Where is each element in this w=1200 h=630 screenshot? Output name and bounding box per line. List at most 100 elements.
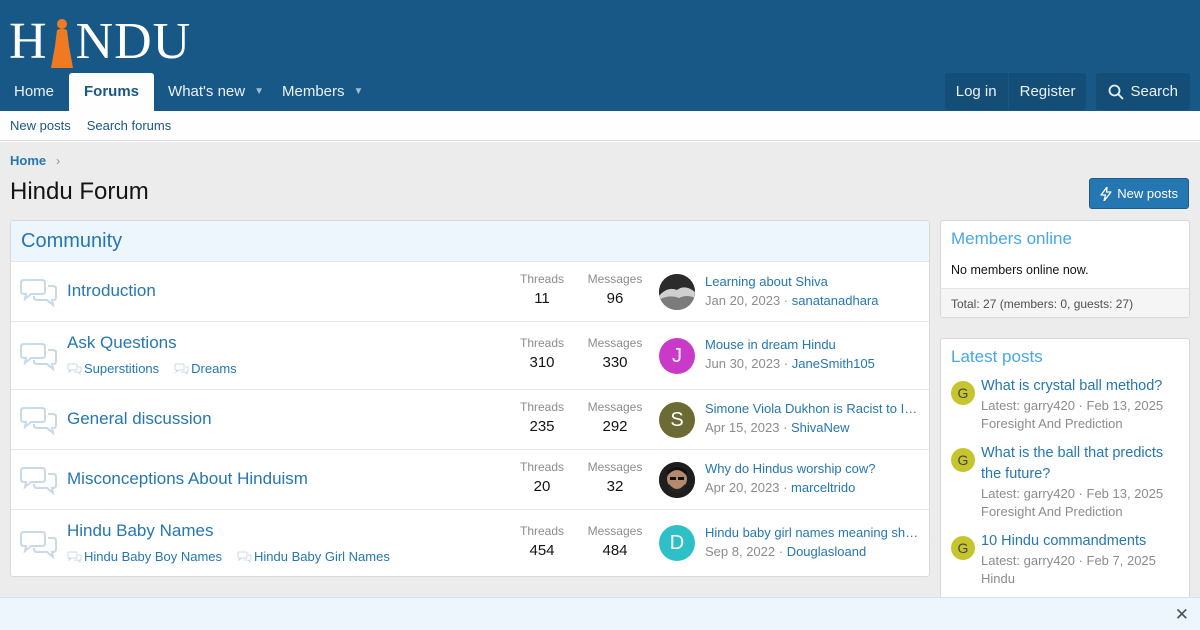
- last-post-user[interactable]: marceltrido: [791, 480, 856, 495]
- messages-count: 484: [602, 542, 628, 559]
- avatar[interactable]: G: [951, 381, 975, 405]
- messages-label: Messages: [587, 524, 643, 538]
- last-post-user[interactable]: JaneSmith105: [791, 356, 875, 371]
- new-posts-link[interactable]: New posts: [10, 118, 71, 133]
- threads-count: 235: [529, 418, 555, 435]
- forum-chat-icon: [20, 279, 57, 307]
- tab-whats-new-label: What's new: [168, 83, 246, 100]
- messages-stat: Messages 292: [580, 400, 650, 435]
- messages-label: Messages: [587, 272, 643, 286]
- search-forums-link[interactable]: Search forums: [86, 118, 172, 133]
- avatar[interactable]: [659, 274, 695, 310]
- last-post-user[interactable]: Douglasloand: [786, 544, 867, 559]
- latest-post-title[interactable]: What is crystal ball method?: [981, 378, 1163, 394]
- forum-title-introduction[interactable]: Introduction: [67, 281, 156, 300]
- last-post-title[interactable]: Simone Viola Dukhon is Racist to In...: [705, 401, 921, 416]
- last-post-title[interactable]: Mouse in dream Hindu: [705, 337, 836, 352]
- tab-home[interactable]: Home: [0, 73, 68, 111]
- last-post-user[interactable]: sanatanadhara: [791, 293, 879, 308]
- threads-label: Threads: [519, 400, 565, 414]
- messages-label: Messages: [587, 400, 643, 414]
- subforum-chat-icon: [174, 363, 189, 375]
- logo-letters-ndu: NDU: [75, 13, 192, 70]
- latest-post-forum[interactable]: Hindu: [981, 571, 1015, 586]
- latest-posts-title[interactable]: Latest posts: [951, 347, 1043, 366]
- members-online-total: Total: 27 (members: 0, guests: 27): [941, 288, 1189, 317]
- avatar[interactable]: [659, 462, 695, 498]
- subforum-baby-girl-names[interactable]: Hindu Baby Girl Names: [237, 549, 390, 564]
- threads-stat: Threads 454: [507, 524, 577, 559]
- community-block: Community Introduction Threads 11 Message…: [10, 220, 930, 577]
- threads-count: 20: [533, 478, 551, 495]
- chevron-down-icon[interactable]: ▼: [254, 86, 264, 97]
- chevron-down-icon[interactable]: ▼: [353, 86, 364, 97]
- last-post: Mouse in dream Hindu Jun 30, 2023 · Jane…: [705, 337, 921, 371]
- tab-forums[interactable]: Forums: [69, 73, 155, 111]
- last-post-title[interactable]: Hindu baby girl names meaning shiva: [705, 525, 921, 540]
- tab-whats-new[interactable]: What's new ▼: [154, 73, 268, 111]
- close-icon[interactable]: ✕: [1174, 605, 1189, 624]
- avatar[interactable]: S: [659, 402, 695, 438]
- threads-label: Threads: [519, 460, 565, 474]
- subforum-baby-boy-names[interactable]: Hindu Baby Boy Names: [67, 549, 222, 564]
- search-icon: [1109, 84, 1125, 100]
- breadcrumb: Home ›: [10, 153, 60, 168]
- members-online-status: No members online now.: [951, 263, 1089, 277]
- last-post-date: Apr 20, 2023: [705, 480, 780, 495]
- forum-title-ask-questions[interactable]: Ask Questions: [67, 333, 177, 352]
- new-posts-button[interactable]: New posts: [1089, 178, 1189, 209]
- threads-stat: Threads 20: [507, 460, 577, 495]
- avatar[interactable]: G: [951, 448, 975, 472]
- threads-stat: Threads 310: [507, 336, 577, 371]
- forum-chat-icon: [20, 407, 57, 435]
- forum-chat-icon: [20, 531, 57, 559]
- last-post-meta: Apr 15, 2023 · ShivaNew: [705, 420, 850, 435]
- logo-figure-icon: [49, 16, 75, 68]
- latest-post-forum[interactable]: Foresight And Prediction: [981, 504, 1123, 519]
- last-post-title[interactable]: Why do Hindus worship cow?: [705, 461, 876, 476]
- members-online-title[interactable]: Members online: [951, 229, 1072, 248]
- forum-node: Misconceptions About Hinduism Threads 20 …: [11, 450, 929, 510]
- subforum-dreams[interactable]: Dreams: [174, 361, 237, 376]
- avatar-letter: S: [670, 408, 684, 431]
- avatar-letter: J: [672, 344, 682, 367]
- tab-members[interactable]: Members ▼: [268, 73, 367, 111]
- messages-stat: Messages 96: [580, 272, 650, 307]
- latest-post-title[interactable]: What is the ball that predicts the futur…: [981, 445, 1164, 482]
- latest-post-forum[interactable]: Foresight And Prediction: [981, 416, 1123, 431]
- subforum-label: Superstitions: [84, 361, 160, 376]
- threads-label: Threads: [519, 524, 565, 538]
- latest-post-meta: Latest: garry420 · Feb 13, 2025: [981, 398, 1164, 413]
- threads-stat: Threads 11: [507, 272, 577, 307]
- login-button[interactable]: Log in: [944, 73, 1008, 110]
- subforum-superstitions[interactable]: Superstitions: [67, 361, 159, 376]
- tab-forums-label: Forums: [84, 83, 140, 100]
- last-post-title[interactable]: Learning about Shiva: [705, 274, 828, 289]
- forum-title-misconceptions[interactable]: Misconceptions About Hinduism: [67, 469, 308, 488]
- last-post-user[interactable]: ShivaNew: [791, 420, 850, 435]
- members-online-block: Members online No members online now. To…: [940, 220, 1190, 318]
- latest-post-title[interactable]: 10 Hindu commandments: [981, 533, 1147, 549]
- forum-title-general-discussion[interactable]: General discussion: [67, 409, 212, 428]
- search-button[interactable]: Search: [1096, 73, 1190, 110]
- avatar[interactable]: G: [951, 536, 975, 560]
- threads-label: Threads: [519, 272, 565, 286]
- register-button[interactable]: Register: [1008, 73, 1087, 110]
- latest-post-text: 10 Hindu commandments Latest: garry420 ·…: [981, 531, 1186, 588]
- lightning-icon: [1100, 186, 1112, 201]
- avatar[interactable]: D: [659, 525, 695, 561]
- forum-title-hindu-baby-names[interactable]: Hindu Baby Names: [67, 521, 214, 540]
- community-title[interactable]: Community: [11, 221, 929, 262]
- latest-posts-block: Latest posts G What is crystal ball meth…: [940, 338, 1190, 608]
- breadcrumb-home[interactable]: Home: [10, 153, 47, 168]
- avatar-letter: D: [669, 531, 685, 554]
- site-logo[interactable]: H NDU: [9, 14, 191, 68]
- subforum-chat-icon: [237, 551, 252, 563]
- page-body: Home › Hindu Forum New posts Community I…: [0, 142, 1200, 630]
- avatar[interactable]: J: [659, 338, 695, 374]
- last-post: Why do Hindus worship cow? Apr 20, 2023 …: [705, 461, 921, 495]
- sub-nav: New posts Search forums: [0, 111, 1200, 141]
- subforum-label: Hindu Baby Boy Names: [84, 549, 223, 564]
- last-post-meta: Jun 30, 2023 · JaneSmith105: [705, 356, 875, 371]
- last-post-date: Jun 30, 2023: [705, 356, 781, 371]
